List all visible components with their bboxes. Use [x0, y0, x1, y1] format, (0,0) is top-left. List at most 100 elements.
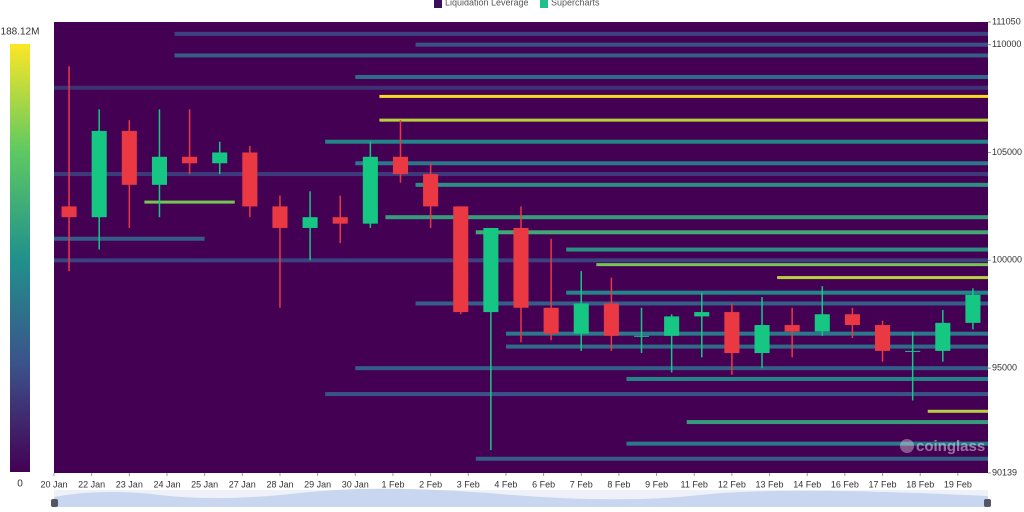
liquidation-band	[415, 42, 988, 47]
candle-body	[453, 206, 469, 313]
colorbar	[10, 44, 30, 472]
liquidation-band	[626, 441, 988, 446]
x-tick-label: 14 Feb	[793, 479, 821, 489]
x-tick-label: 24 Jan	[153, 479, 180, 489]
x-tick-label: 30 Jan	[342, 479, 369, 489]
candle-body	[694, 312, 710, 317]
y-tick-label: 90139	[992, 467, 1017, 477]
candle-body	[272, 206, 288, 228]
liquidation-band	[174, 31, 988, 36]
x-tick-label: 22 Jan	[78, 479, 105, 489]
candle-body	[633, 335, 650, 337]
liquidation-band	[596, 263, 988, 267]
x-tick-label: 1 Feb	[381, 479, 404, 489]
candle-body	[965, 294, 981, 323]
x-tick-label: 12 Feb	[718, 479, 746, 489]
candle-body	[935, 322, 951, 351]
x-tick-label: 16 Feb	[831, 479, 859, 489]
liquidation-band	[54, 172, 988, 177]
liquidation-band	[355, 161, 988, 166]
liquidation-band	[54, 85, 988, 90]
candle-body	[423, 174, 439, 207]
candle-body	[754, 325, 770, 354]
legend-label: Liquidation Leverage	[445, 0, 529, 7]
y-tick-label: 111050	[992, 16, 1021, 26]
legend-swatch	[540, 0, 548, 8]
liquidation-band	[54, 236, 205, 241]
liquidation-band	[777, 276, 988, 280]
watermark-icon	[900, 439, 914, 453]
liquidation-band	[379, 94, 988, 98]
liquidation-band	[415, 182, 988, 187]
candle-body	[814, 314, 830, 332]
candles	[61, 66, 981, 451]
x-tick-label: 20 Jan	[40, 479, 67, 489]
range-handle-right[interactable]	[984, 499, 991, 507]
y-tick-label: 95000	[992, 363, 1017, 373]
x-tick-label: 27 Jan	[229, 479, 256, 489]
liquidation-band	[927, 409, 988, 413]
candle-body	[664, 316, 680, 336]
x-tick-label: 7 Feb	[570, 479, 593, 489]
candle-body	[724, 312, 740, 354]
liquidation-band	[566, 247, 988, 252]
x-tick-label: 28 Jan	[266, 479, 293, 489]
candle-body	[603, 303, 619, 336]
watermark: coinglass	[916, 438, 985, 455]
liquidation-band	[475, 456, 988, 461]
liquidation-band	[174, 53, 988, 58]
x-tick-label: 8 Feb	[607, 479, 630, 489]
x-tick-label: 18 Feb	[906, 479, 934, 489]
x-tick-label: 29 Jan	[304, 479, 331, 489]
candle-body	[513, 227, 529, 308]
x-tick-label: 13 Feb	[756, 479, 784, 489]
candle-body	[573, 303, 589, 334]
liquidation-band	[566, 290, 988, 295]
candle-body	[212, 152, 228, 164]
liquidation-band	[144, 200, 235, 204]
x-tick-label: 25 Jan	[191, 479, 218, 489]
candle-body	[875, 325, 891, 351]
candle-body	[91, 130, 107, 218]
axes: 0 188.12M Liquidation Leverage Supercharts 9…	[1, 0, 1022, 490]
x-tick-label: 4 Feb	[494, 479, 517, 489]
liquidation-band	[686, 420, 988, 425]
colorbar-label: 0	[17, 479, 23, 490]
legend-label: Supercharts	[551, 0, 600, 7]
x-tick-label: 3 Feb	[457, 479, 480, 489]
x-tick-label: 2 Feb	[419, 479, 442, 489]
candle-body	[543, 307, 559, 334]
liquidation-band	[475, 230, 988, 235]
x-tick-label: 17 Feb	[869, 479, 897, 489]
liquidation-band	[325, 139, 988, 144]
candle-body	[483, 227, 499, 313]
candle-body	[151, 156, 167, 185]
candle-body	[332, 217, 348, 224]
candle-body	[905, 350, 921, 352]
x-tick-label: 9 Feb	[645, 479, 668, 489]
colorbar-label: 188.12M	[1, 27, 40, 38]
liquidation-band	[626, 376, 988, 381]
liquidation-band	[505, 344, 988, 349]
x-tick-label: 19 Feb	[944, 479, 972, 489]
liquidation-band	[355, 74, 988, 79]
candle-body	[121, 130, 137, 185]
x-tick-label: 6 Feb	[532, 479, 555, 489]
x-tick-label: 23 Jan	[116, 479, 143, 489]
range-handle-left[interactable]	[51, 499, 58, 507]
candle-body	[182, 156, 198, 164]
candle-body	[302, 217, 318, 228]
candle-body	[784, 325, 800, 332]
candle-body	[844, 314, 860, 326]
candle-body	[392, 156, 409, 175]
y-tick-label: 105000	[992, 147, 1022, 157]
candle-body	[362, 156, 378, 224]
candle-body	[242, 152, 258, 207]
y-tick-label: 100000	[992, 255, 1022, 265]
liquidation-band	[505, 331, 988, 336]
x-tick-label: 11 Feb	[681, 479, 708, 489]
liquidation-band	[325, 392, 988, 397]
liquidation-band	[385, 215, 988, 220]
range-preview	[54, 488, 988, 507]
